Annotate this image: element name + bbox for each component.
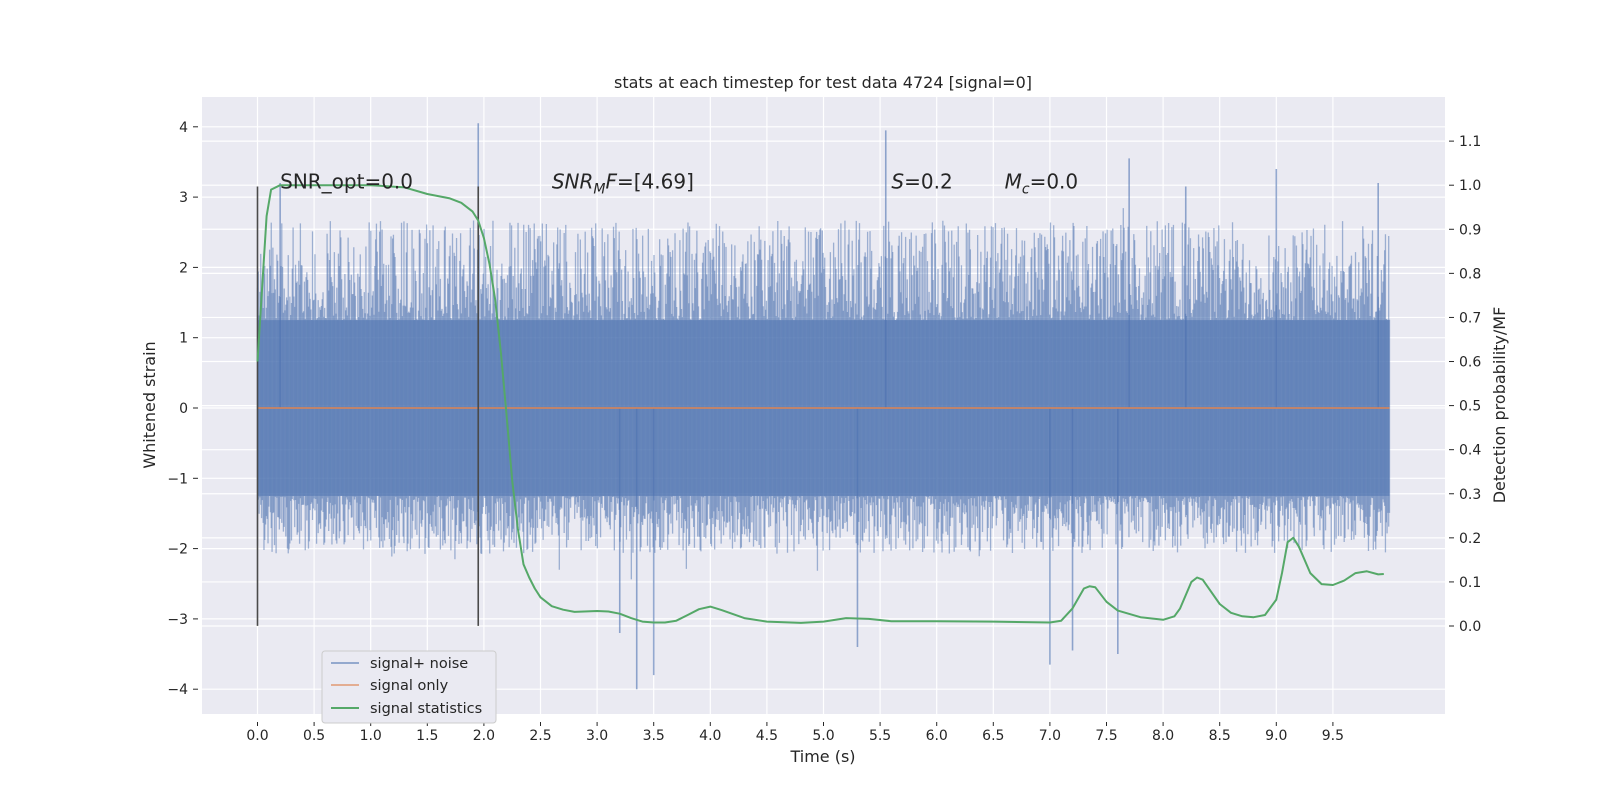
legend-label-signal-only: signal only (370, 678, 449, 694)
annotation-text: Mc=0.0 (1005, 170, 1079, 198)
series-signal-plus-noise (256, 123, 1391, 690)
x-tick-label: 7.5 (1095, 728, 1117, 744)
y2-tick-label: 1.0 (1459, 178, 1481, 194)
legend-box (321, 650, 497, 724)
y-tick-label: −1 (167, 471, 188, 487)
annotations: SNR_opt=0.0 SNRMF=[4.69] S=0.2 Mc=0.0 (280, 170, 1078, 198)
x-tick-label: 3.0 (586, 728, 608, 744)
x-tick-label: 1.5 (416, 728, 438, 744)
y2-tick-label: 0.3 (1459, 487, 1481, 503)
x-tick-label: 3.5 (643, 728, 665, 744)
y-tick-label: 3 (179, 190, 188, 206)
chart-title: stats at each timestep for test data 472… (614, 73, 1032, 92)
x-tick-label: 2.0 (473, 728, 495, 744)
y2-tick-label: 1.1 (1459, 134, 1481, 150)
x-tick-label: 6.5 (982, 728, 1004, 744)
y-tick-label: −3 (167, 612, 188, 628)
x-tick-label: 5.5 (869, 728, 891, 744)
series-signal-statistics (256, 184, 1384, 624)
y2-axis-label: Detection probability/MF (1490, 307, 1509, 504)
x-tick-label: 8.5 (1209, 728, 1231, 744)
x-tick-label: 5.0 (812, 728, 834, 744)
y2-axis-ticks: 0.0 0.1 0.2 0.3 0.4 0.5 0.6 0.7 0.8 0.9 1.0 1.1 (1449, 134, 1481, 635)
y2-tick-label: 0.9 (1459, 222, 1481, 238)
x-axis-label: Time (s) (789, 747, 855, 766)
x-axis-ticks: 0.0 0.5 1.0 1.5 2.0 2.5 3.0 3.5 4.0 4.5 5.0 5.5 6.0 6… (246, 722, 1344, 744)
x-tick-label: 0.0 (246, 728, 268, 744)
y-tick-label: 2 (179, 260, 188, 276)
annotation-text: SNR_opt=0.0 (280, 170, 413, 194)
y-tick-label: −2 (167, 542, 188, 558)
y2-tick-label: 0.4 (1459, 443, 1481, 459)
x-tick-label: 0.5 (303, 728, 325, 744)
y2-tick-label: 0.8 (1459, 266, 1481, 282)
y2-tick-label: 0.7 (1459, 310, 1481, 326)
y-tick-label: 0 (179, 401, 188, 417)
y-tick-label: 4 (179, 120, 188, 136)
x-tick-label: 1.0 (360, 728, 382, 744)
x-tick-label: 4.0 (699, 728, 721, 744)
legend-label-signal-statistics: signal statistics (370, 701, 482, 717)
y-tick-label: −4 (167, 682, 188, 698)
y2-tick-label: 0.0 (1459, 619, 1481, 635)
y2-tick-label: 0.5 (1459, 399, 1481, 415)
x-tick-label: 9.5 (1322, 728, 1344, 744)
y-tick-label: 1 (179, 331, 188, 347)
annotation-text: SNRMF=[4.69] (552, 170, 694, 198)
x-tick-label: 2.5 (529, 728, 551, 744)
annotation-text: S=0.2 (891, 170, 952, 194)
marker-lines (256, 186, 480, 626)
signal-statistics-line (256, 184, 1384, 624)
legend-label-signal-plus-noise: signal+ noise (370, 656, 468, 672)
y2-tick-label: 0.6 (1459, 355, 1481, 371)
y2-tick-label: 0.2 (1459, 531, 1481, 547)
y-axis-label: Whitened strain (140, 341, 159, 468)
x-tick-label: 4.5 (756, 728, 778, 744)
x-tick-label: 9.0 (1265, 728, 1287, 744)
x-tick-label: 7.0 (1039, 728, 1061, 744)
x-tick-label: 8.0 (1152, 728, 1174, 744)
legend: signal+ noise signal only signal statist… (321, 650, 497, 724)
y2-tick-label: 0.1 (1459, 575, 1481, 591)
y-axis-ticks: 4 3 2 1 0 −1 −2 −3 −4 (167, 120, 198, 698)
x-tick-label: 6.0 (926, 728, 948, 744)
